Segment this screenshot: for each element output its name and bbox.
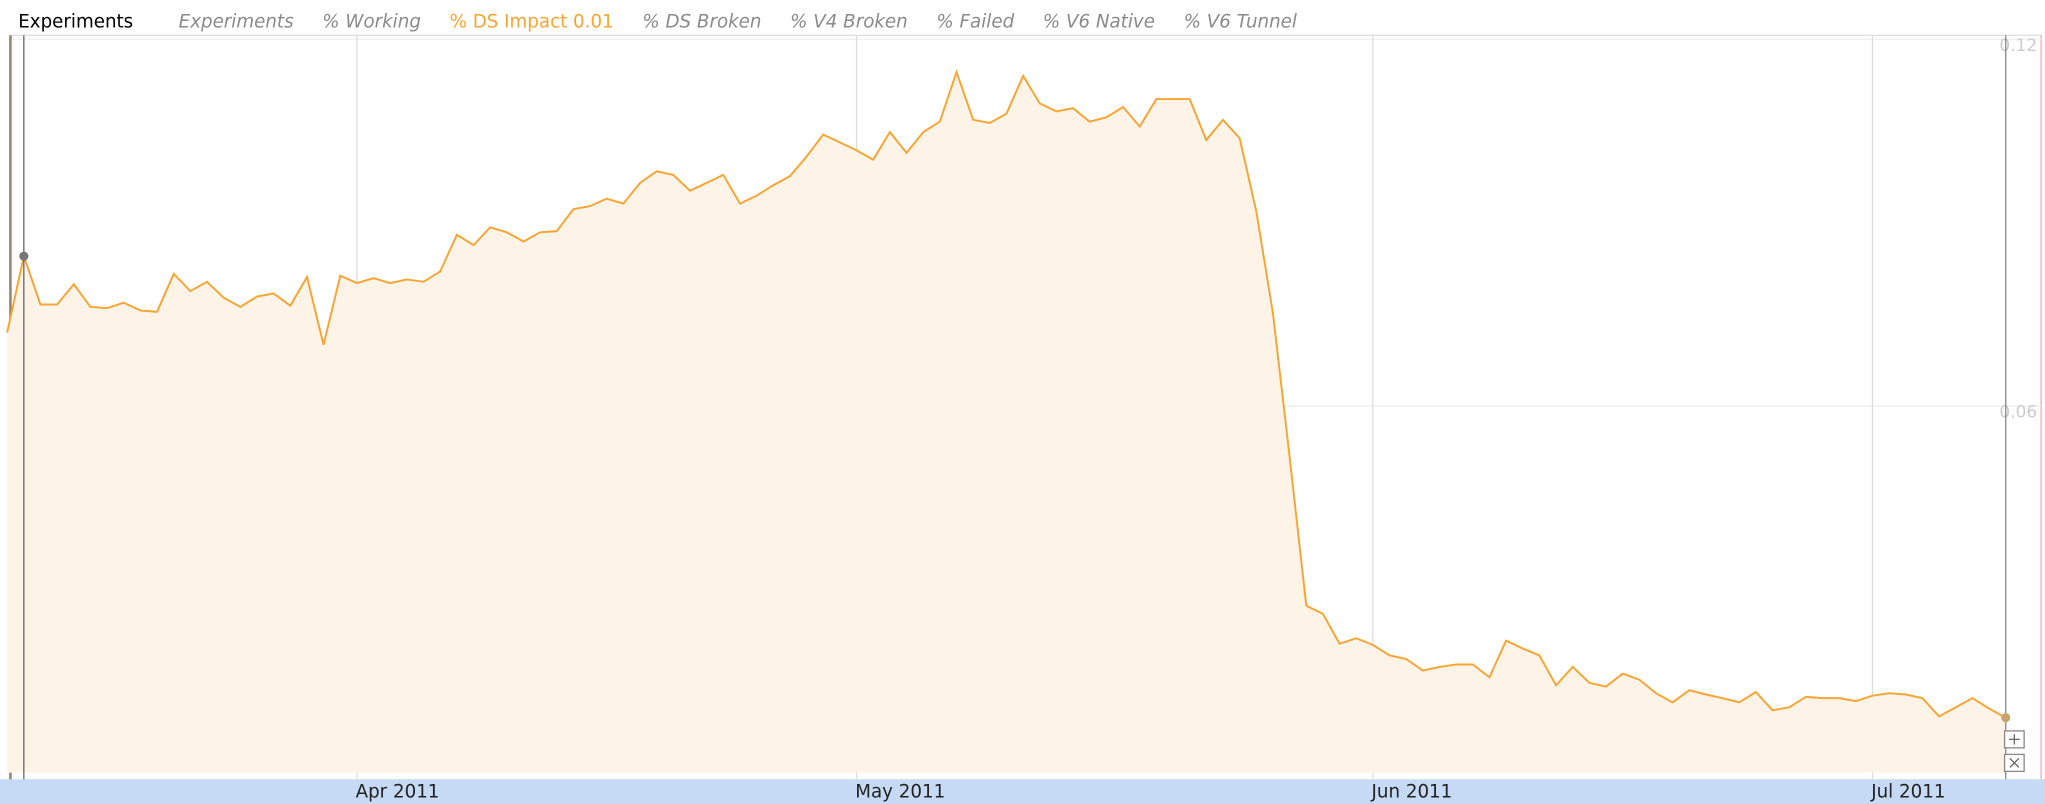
y-tick-label: 0.12 xyxy=(1999,35,2037,55)
legend-item[interactable]: % DS Broken xyxy=(642,11,761,32)
x-axis-bar xyxy=(0,779,2045,804)
legend-item[interactable]: Experiments xyxy=(179,11,294,32)
legend-item[interactable]: % V6 Tunnel xyxy=(1184,11,1297,32)
legend-item[interactable]: % Failed xyxy=(936,11,1014,32)
legend-item[interactable]: % Working xyxy=(322,11,421,32)
y-tick-label: 0.06 xyxy=(1999,402,2037,422)
zoom-in-icon xyxy=(2009,734,2020,745)
legend-item[interactable]: % V6 Native xyxy=(1043,11,1155,32)
zoom-reset-icon xyxy=(2009,757,2020,768)
line xyxy=(6,69,2007,719)
x-tick-label: May 2011 xyxy=(855,781,945,802)
legend-item[interactable]: % V4 Broken xyxy=(790,11,908,32)
legend-item[interactable]: % DS Impact 0.01 xyxy=(450,11,614,32)
range-start-marker xyxy=(19,251,29,261)
range-end-marker xyxy=(2001,713,2011,723)
x-tick-label: Jul 2011 xyxy=(1870,781,1945,802)
zoom-controls[interactable] xyxy=(2003,730,2025,773)
x-tick-label: Jun 2011 xyxy=(1371,781,1453,802)
plot-area: 0.06 0.12 Apr 2011 May 2011 Jun 2011 Jul 2011 xyxy=(0,34,2045,804)
chart-title: Experiments xyxy=(18,11,133,32)
legend: Experiments % Working % DS Impact 0.01 % DS… xyxy=(179,11,1297,32)
x-tick-label: Apr 2011 xyxy=(356,781,440,802)
area xyxy=(7,72,2006,773)
